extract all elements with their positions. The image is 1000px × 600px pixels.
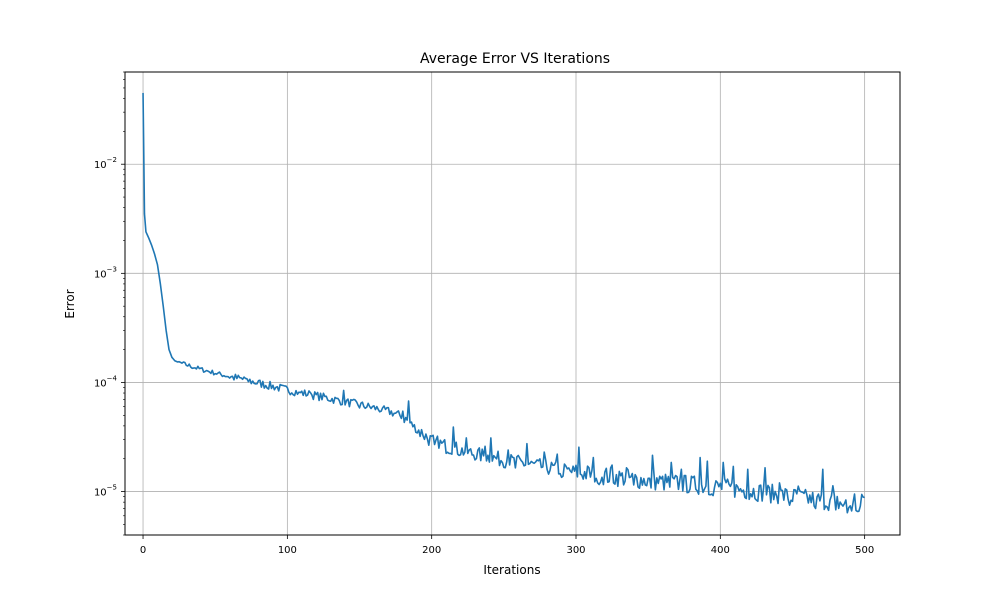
x-axis: 0 100 200 300 400 500 <box>140 535 874 556</box>
x-tick-label: 500 <box>855 545 874 556</box>
x-tick-label: 0 <box>140 545 146 556</box>
series-group <box>142 92 865 514</box>
grid <box>125 72 900 535</box>
x-tick-label: 400 <box>711 545 730 556</box>
chart-title: Average Error VS Iterations <box>420 51 610 67</box>
y-axis-label: Error <box>63 289 77 318</box>
series-line <box>142 92 865 514</box>
x-tick-label: 300 <box>566 545 585 556</box>
plot-frame <box>124 71 901 536</box>
y-tick-label: 10−3 <box>94 265 117 280</box>
x-axis-label: Iterations <box>483 563 540 577</box>
x-tick-label: 100 <box>278 545 297 556</box>
y-axis: 10−5 10−4 10−3 10−2 <box>94 71 125 536</box>
y-tick-label: 10−4 <box>94 374 118 389</box>
y-tick-label: 10−5 <box>94 484 117 499</box>
y-tick-label: 10−2 <box>94 156 117 171</box>
x-tick-label: 200 <box>422 545 441 556</box>
